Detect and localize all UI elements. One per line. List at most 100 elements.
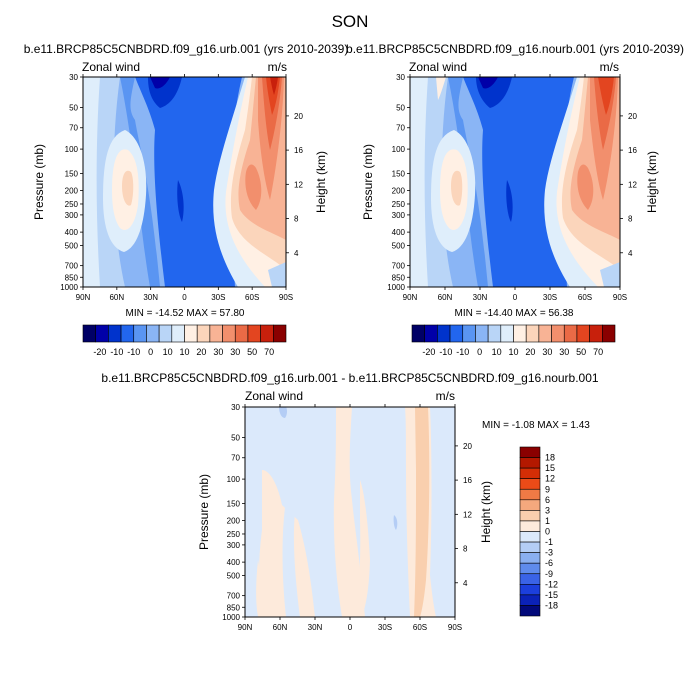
colorbar-box xyxy=(247,324,261,343)
colorbar-label: 1 xyxy=(545,516,550,526)
y-right-axis-label: Height (km) xyxy=(645,151,659,213)
colorbar-box xyxy=(519,510,541,522)
colorbar-label: -9 xyxy=(545,569,553,579)
colorbar-label: -10 xyxy=(456,347,469,357)
colorbar-box xyxy=(519,594,541,606)
colorbar-box xyxy=(146,324,160,343)
colorbar-box xyxy=(519,467,541,479)
colorbar-label: 0 xyxy=(545,527,550,537)
colorbar-label: -10 xyxy=(127,347,140,357)
colorbar-box xyxy=(196,324,211,343)
x-ticks: 90N 60N 30N 0 30S 60S 90S xyxy=(238,404,462,632)
colorbar-box xyxy=(171,324,185,343)
y-tick-label: 300 xyxy=(392,211,406,220)
colorbar-box xyxy=(449,324,464,343)
x-tick-label: 30S xyxy=(543,293,557,302)
colorbar-label: 30 xyxy=(230,347,240,357)
y-tick-label: 100 xyxy=(65,145,79,154)
colorbar-box xyxy=(513,324,527,343)
colorbar-box xyxy=(576,324,590,343)
colorbar-box xyxy=(563,324,578,343)
colorbar-label: -10 xyxy=(110,347,123,357)
y-tick-label: 400 xyxy=(392,228,406,237)
x-tick-label: 60S xyxy=(245,293,259,302)
colorbar: -20 -10 -10 0 10 10 20 30 30 50 70 xyxy=(411,324,616,357)
colorbar-label: -3 xyxy=(545,548,553,558)
colorbar-box xyxy=(273,324,287,343)
unit-label: m/s xyxy=(436,389,455,403)
y-axis-label: Pressure (mb) xyxy=(361,144,375,220)
x-tick-label: 60S xyxy=(413,623,427,632)
y-tick-label: 250 xyxy=(65,200,79,209)
colorbar-box xyxy=(519,446,541,458)
colorbar-label: 50 xyxy=(247,347,257,357)
y-right-tick-label: 12 xyxy=(628,180,637,189)
colorbar-label: -6 xyxy=(545,558,553,568)
x-tick-label: 90N xyxy=(238,623,253,632)
colorbar-label: 10 xyxy=(179,347,189,357)
y-right-tick-label: 4 xyxy=(294,249,299,258)
minmax-label: MIN = -1.08 MAX = 1.43 xyxy=(482,420,590,431)
x-tick-label: 60N xyxy=(438,293,453,302)
y-tick-label: 70 xyxy=(396,124,405,133)
x-tick-label: 0 xyxy=(182,293,187,302)
colorbar-label: 50 xyxy=(576,347,586,357)
y-tick-label: 400 xyxy=(227,558,241,567)
y-right-axis-label: Height (km) xyxy=(479,481,493,543)
y-tick-label: 1000 xyxy=(222,613,240,622)
colorbar-box xyxy=(475,324,489,343)
unit-label: m/s xyxy=(600,60,619,74)
y-right-tick-label: 8 xyxy=(463,545,468,554)
y-right-tick-label: 16 xyxy=(463,476,472,485)
contour-field xyxy=(410,77,620,287)
colorbar-box xyxy=(519,573,541,585)
y-tick-label: 200 xyxy=(392,187,406,196)
colorbar-label: 70 xyxy=(264,347,274,357)
y-tick-label: 300 xyxy=(65,211,79,220)
y-right-tick-label: 16 xyxy=(294,146,303,155)
colorbar-box xyxy=(234,324,249,343)
y-axis-label: Pressure (mb) xyxy=(197,474,211,550)
minmax-label: MIN = -14.52 MAX = 57.80 xyxy=(126,308,245,319)
y-right-tick-label: 20 xyxy=(294,112,303,121)
y-tick-label: 150 xyxy=(392,169,406,178)
y-tick-label: 700 xyxy=(65,262,79,271)
y-tick-label: 850 xyxy=(392,273,406,282)
colorbar-box xyxy=(120,324,135,343)
colorbar-box xyxy=(95,324,109,343)
colorbar-box xyxy=(133,324,147,343)
panel-title: b.e11.BRCP85C5CNBDRD.f09_g16.urb.001 - b… xyxy=(101,371,598,385)
y-right-tick-label: 20 xyxy=(628,112,637,121)
x-tick-label: 30S xyxy=(378,623,392,632)
y-axis-label: Pressure (mb) xyxy=(32,144,46,220)
y-tick-label: 1000 xyxy=(60,283,78,292)
y-right-tick-label: 8 xyxy=(294,215,299,224)
colorbar-box xyxy=(424,324,438,343)
y-tick-label: 100 xyxy=(227,475,241,484)
colorbar-box xyxy=(184,324,198,343)
colorbar-label: 10 xyxy=(163,347,173,357)
y-tick-label: 850 xyxy=(65,273,79,282)
field-label: Zonal wind xyxy=(409,60,467,74)
x-tick-label: 90S xyxy=(279,293,293,302)
y-tick-label: 250 xyxy=(392,200,406,209)
contour-field xyxy=(245,407,455,617)
colorbar-box xyxy=(519,531,541,543)
y-tick-label: 150 xyxy=(65,169,79,178)
y-tick-label: 250 xyxy=(227,530,241,539)
colorbar-label: 15 xyxy=(545,463,555,473)
panel-nourb: b.e11.BRCP85C5CNBDRD.f09_g16.nourb.001 (… xyxy=(346,42,684,357)
colorbar-label: 30 xyxy=(542,347,552,357)
colorbar-box xyxy=(519,478,541,490)
y-tick-label: 700 xyxy=(227,592,241,601)
y-right-tick-label: 12 xyxy=(463,510,472,519)
y-right-tick-label: 4 xyxy=(463,579,468,588)
colorbar-label: 3 xyxy=(545,505,550,515)
colorbar-box xyxy=(525,324,540,343)
x-tick-label: 0 xyxy=(348,623,353,632)
colorbar-box xyxy=(108,324,122,343)
y-tick-label: 70 xyxy=(69,124,78,133)
x-tick-label: 30N xyxy=(143,293,158,302)
unit-label: m/s xyxy=(268,60,287,74)
